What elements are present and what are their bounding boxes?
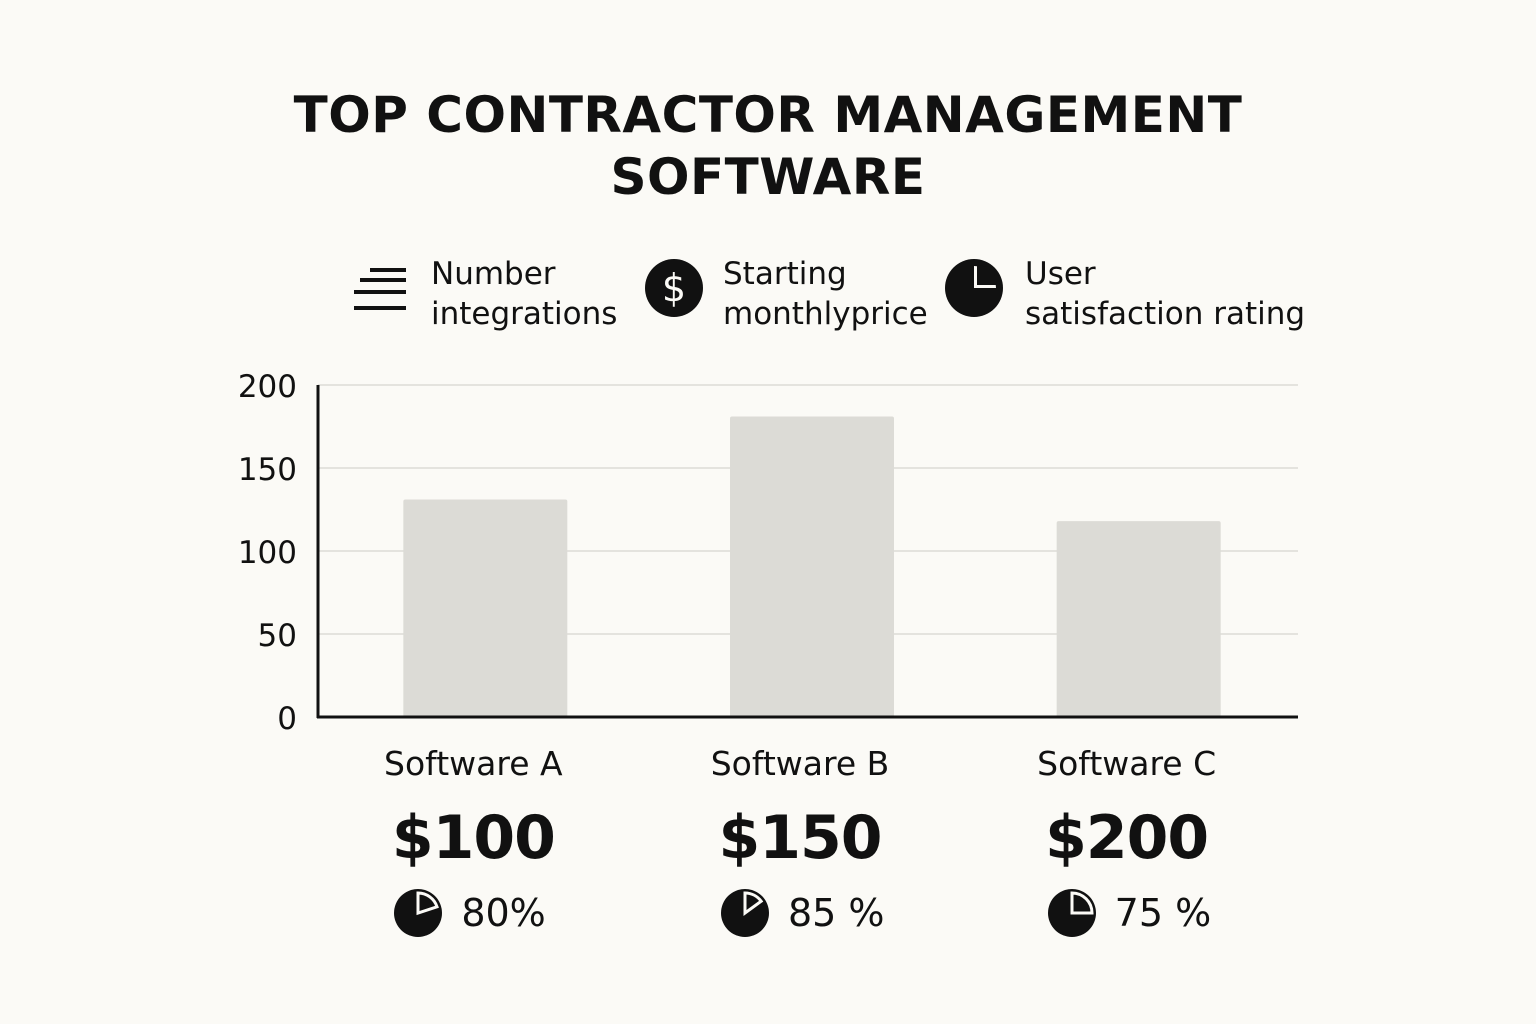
pie-icon — [945, 259, 1003, 317]
category-column: Software A $100 80% — [323, 740, 623, 942]
chart-title: TOP CONTRACTOR MANAGEMENT SOFTWARE — [0, 84, 1536, 208]
rating-row: 85 % — [650, 882, 950, 942]
price-label: $200 — [1045, 803, 1209, 873]
legend-label: Starting monthlyprice — [723, 256, 928, 332]
bar-software-b — [730, 416, 894, 717]
legend-label: User satisfaction rating — [1025, 256, 1306, 332]
price-label: $100 — [391, 803, 556, 873]
category-column: Software B $150 85 % — [650, 740, 950, 942]
rating-row: 75 % — [977, 882, 1277, 942]
rating-pie-icon — [721, 889, 769, 937]
price-label: $150 — [718, 803, 883, 873]
category-column: Software C $200 75 % — [977, 740, 1277, 942]
rating-row: 80% — [323, 882, 623, 942]
legend-label: Number integrations — [431, 256, 618, 332]
rating-value: 75 % — [1114, 891, 1212, 935]
rating-value: 85 % — [788, 891, 885, 935]
svg-text:$: $ — [662, 266, 686, 310]
x-tick-label: Software B — [710, 744, 890, 783]
rating-value: 80% — [461, 891, 546, 935]
rating-pie-icon — [1047, 889, 1096, 937]
y-tick-label: 150 — [238, 452, 297, 488]
y-tick-label: 200 — [238, 369, 297, 405]
bar-software-a — [403, 499, 568, 717]
lines-icon — [354, 268, 406, 310]
rating-pie-slice — [416, 891, 440, 916]
bar-software-c — [1056, 521, 1221, 717]
chart-title-line1: TOP CONTRACTOR MANAGEMENT — [293, 86, 1243, 144]
y-tick-label: 50 — [258, 618, 297, 654]
rating-pie-slice — [1070, 891, 1094, 915]
chart-title-line2: SOFTWARE — [610, 148, 926, 206]
y-tick-label: 100 — [238, 535, 297, 571]
rating-pie-icon — [394, 889, 443, 937]
rating-pie-slice — [743, 891, 764, 916]
x-tick-label: Software A — [384, 744, 563, 783]
y-tick-label: 0 — [277, 701, 297, 737]
x-tick-label: Software C — [1037, 744, 1217, 783]
dollar-icon: $ — [645, 259, 703, 317]
